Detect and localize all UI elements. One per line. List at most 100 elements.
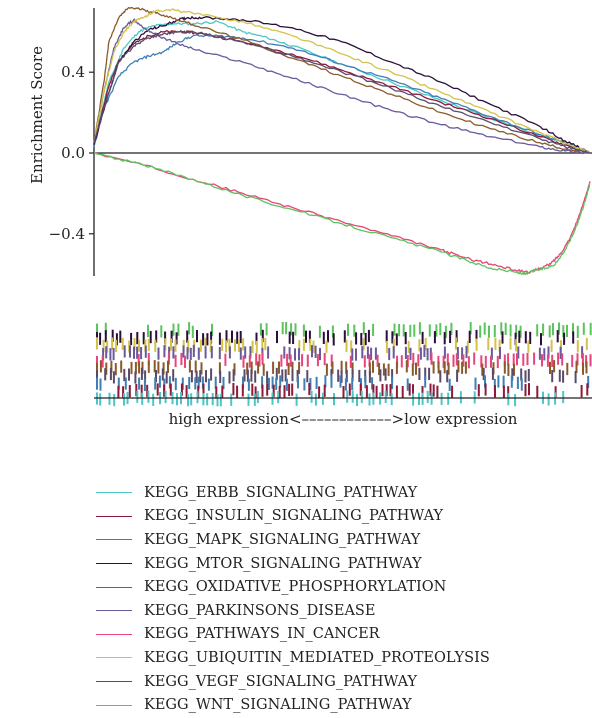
hit-mark <box>164 338 167 351</box>
hit-mark <box>310 390 313 403</box>
hit-mark <box>429 383 432 396</box>
hit-mark <box>188 376 191 390</box>
hit-mark <box>257 361 260 374</box>
hit-mark <box>538 347 541 360</box>
hit-mark <box>436 385 439 398</box>
hit-mark <box>446 353 449 366</box>
hit-mark <box>418 392 420 405</box>
hit-mark <box>288 331 291 344</box>
hit-mark <box>323 384 326 397</box>
hit-mark <box>533 352 536 365</box>
hit-mark <box>524 331 527 344</box>
legend: KEGG_ERBB_SIGNALING_PATHWAY KEGG_INSULIN_… <box>96 481 490 717</box>
hit-mark <box>311 345 313 358</box>
hit-mark <box>134 361 137 375</box>
hit-mark <box>104 322 107 335</box>
hit-mark <box>231 330 233 343</box>
hit-mark <box>421 392 424 405</box>
hit-mark <box>362 322 365 335</box>
hit-mark <box>387 363 390 376</box>
legend-swatch <box>96 539 132 541</box>
hit-mark <box>541 354 543 367</box>
hit-mark <box>271 392 274 405</box>
hit-mark <box>200 362 203 375</box>
hit-mark <box>117 385 120 398</box>
hit-mark <box>364 333 367 346</box>
hit-mark <box>133 346 135 359</box>
hit-mark <box>372 392 375 405</box>
hit-mark <box>160 325 163 338</box>
hit-mark <box>547 393 550 406</box>
legend-swatch <box>96 563 132 565</box>
hit-mark <box>559 346 562 359</box>
hit-mark <box>368 354 371 367</box>
hit-mark <box>407 340 410 354</box>
hit-mark <box>140 384 143 397</box>
hit-mark <box>239 331 242 344</box>
hit-mark <box>512 353 515 366</box>
hit-mark <box>254 386 257 399</box>
hit-mark <box>461 361 464 374</box>
hit-mark <box>108 392 111 405</box>
hit-mark <box>158 375 161 388</box>
hit-mark <box>550 339 553 352</box>
hit-mark <box>385 340 388 354</box>
hit-mark <box>96 356 98 369</box>
hit-mark <box>128 368 130 381</box>
hit-mark <box>494 337 497 350</box>
hit-mark <box>474 377 477 390</box>
hit-mark <box>99 378 102 391</box>
hit-mark <box>149 331 152 344</box>
hit-mark <box>294 323 297 336</box>
hit-mark <box>419 347 422 360</box>
hit-mark <box>147 324 149 337</box>
hit-mark <box>457 360 460 373</box>
hit-mark <box>360 390 363 404</box>
enrichment-chart: Enrichment Score 0.4 0.0 −0.4 high express… <box>28 6 592 428</box>
hit-mark <box>524 370 527 383</box>
hit-mark <box>196 391 199 404</box>
hit-mark <box>133 338 136 351</box>
hit-mark <box>558 369 561 382</box>
hit-mark <box>138 339 141 352</box>
hit-mark <box>430 352 433 365</box>
hit-mark <box>211 323 213 336</box>
hit-mark <box>295 393 298 406</box>
hit-mark <box>424 338 427 351</box>
hit-mark <box>262 363 265 376</box>
hit-mark <box>510 375 513 388</box>
hit-mark <box>409 324 412 337</box>
legend-item: KEGG_OXIDATIVE_PHOSPHORYLATION <box>96 575 490 599</box>
hit-mark <box>319 347 321 361</box>
hit-mark <box>448 378 451 391</box>
hit-mark <box>493 325 496 338</box>
hit-mark <box>167 352 170 365</box>
hit-mark <box>221 385 224 398</box>
hit-mark <box>365 385 368 398</box>
hit-mark <box>586 383 589 396</box>
hit-mark <box>400 355 403 368</box>
hit-mark <box>345 361 348 374</box>
hit-mark <box>135 384 138 397</box>
hit-mark <box>187 340 190 353</box>
hit-mark <box>484 383 487 396</box>
hit-mark <box>155 330 158 343</box>
y-tick-label: 0.0 <box>61 144 85 162</box>
hit-mark <box>105 362 108 375</box>
hit-mark <box>395 385 398 398</box>
hit-mark <box>443 332 446 345</box>
legend-swatch <box>96 657 132 659</box>
hit-mark <box>562 370 565 383</box>
hit-mark <box>466 340 469 354</box>
hit-mark <box>119 330 122 343</box>
hit-mark <box>318 325 321 338</box>
hit-mark <box>177 323 180 336</box>
hit-mark <box>271 376 274 389</box>
hit-mark <box>247 393 250 406</box>
legend-swatch <box>96 610 132 612</box>
hit-mark <box>351 362 354 375</box>
hit-mark <box>385 384 388 397</box>
hit-mark <box>327 330 329 343</box>
hit-mark <box>314 393 317 406</box>
hit-mark <box>554 386 557 399</box>
